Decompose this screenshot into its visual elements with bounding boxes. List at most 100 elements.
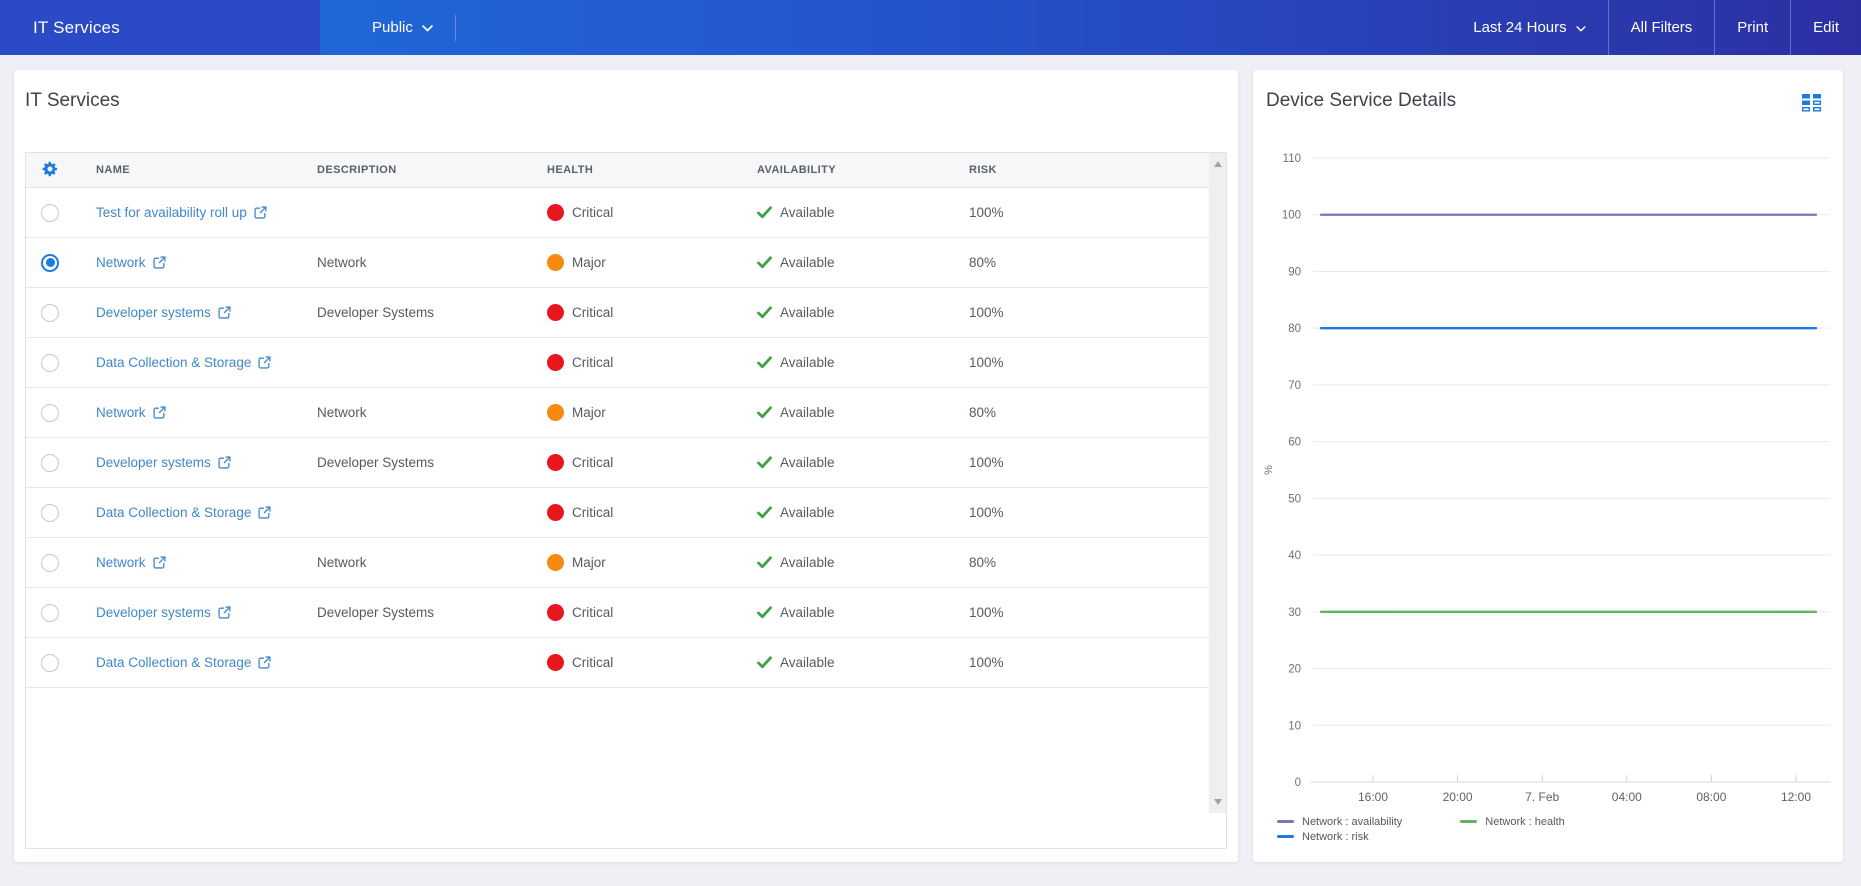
svg-text:20: 20: [1288, 664, 1301, 676]
legend-label: Network : risk: [1302, 831, 1369, 843]
table-row: Data Collection & Storage Critical Avail…: [26, 488, 1226, 538]
all-filters-button[interactable]: All Filters: [1609, 0, 1715, 55]
svg-text:60: 60: [1288, 437, 1301, 449]
service-description: Network: [295, 255, 525, 270]
legend-swatch: [1460, 820, 1477, 823]
legend-item[interactable]: Network : risk: [1277, 829, 1402, 844]
service-name: Data Collection & Storage: [96, 655, 251, 670]
service-description: Developer Systems: [295, 455, 525, 470]
service-name-link[interactable]: Test for availability roll up: [96, 205, 267, 220]
availability-label: Available: [780, 205, 835, 220]
svg-text:%: %: [1263, 465, 1275, 475]
row-select-radio[interactable]: [41, 554, 59, 572]
row-select-radio[interactable]: [41, 504, 59, 522]
row-select-radio[interactable]: [41, 254, 59, 272]
availability-label: Available: [780, 555, 835, 570]
row-select-radio[interactable]: [41, 404, 59, 422]
service-description: Developer Systems: [295, 605, 525, 620]
service-name: Network: [96, 405, 146, 420]
service-name-link[interactable]: Network: [96, 555, 166, 570]
row-select-radio[interactable]: [41, 204, 59, 222]
risk-value: 80%: [947, 255, 1226, 270]
service-name-link[interactable]: Data Collection & Storage: [96, 505, 271, 520]
time-range-label: Last 24 Hours: [1473, 19, 1566, 36]
table-settings-button[interactable]: [26, 161, 74, 180]
service-details-chart: 010203040506070809010011016:0020:007. Fe…: [1253, 70, 1843, 862]
external-link-icon: [258, 506, 271, 519]
column-header-description[interactable]: DESCRIPTION: [295, 164, 525, 176]
health-status-dot: [547, 204, 564, 221]
service-description: Developer Systems: [295, 305, 525, 320]
health-status-label: Critical: [572, 455, 613, 470]
column-header-health[interactable]: HEALTH: [525, 164, 735, 176]
table-row: Developer systems Developer Systems Crit…: [26, 588, 1226, 638]
check-icon: [757, 406, 772, 419]
table-row: Test for availability roll up Critical A…: [26, 188, 1226, 238]
scroll-down-arrow-icon[interactable]: [1214, 799, 1222, 805]
check-icon: [757, 256, 772, 269]
service-name: Network: [96, 255, 146, 270]
device-service-details-panel: Device Service Details 01020304050607080…: [1253, 70, 1843, 862]
risk-value: 100%: [947, 455, 1226, 470]
service-name-link[interactable]: Network: [96, 405, 166, 420]
availability-label: Available: [780, 505, 835, 520]
edit-button[interactable]: Edit: [1791, 0, 1861, 55]
svg-text:90: 90: [1288, 266, 1301, 278]
row-select-radio[interactable]: [41, 354, 59, 372]
check-icon: [757, 456, 772, 469]
service-name: Developer systems: [96, 305, 211, 320]
it-services-table: NAME DESCRIPTION HEALTH AVAILABILITY RIS…: [25, 152, 1227, 849]
service-name: Network: [96, 555, 146, 570]
risk-value: 100%: [947, 505, 1226, 520]
check-icon: [757, 606, 772, 619]
table-scrollbar[interactable]: [1209, 153, 1226, 813]
legend-item[interactable]: Network : health: [1460, 814, 1564, 829]
column-header-risk[interactable]: RISK: [947, 164, 1226, 176]
svg-text:100: 100: [1282, 210, 1301, 222]
legend-item[interactable]: Network : availability: [1277, 814, 1402, 829]
column-header-name[interactable]: NAME: [74, 164, 295, 176]
row-select-radio[interactable]: [41, 454, 59, 472]
external-link-icon: [153, 406, 166, 419]
service-name-link[interactable]: Developer systems: [96, 455, 231, 470]
table-header-row: NAME DESCRIPTION HEALTH AVAILABILITY RIS…: [26, 153, 1226, 188]
app-title-block: IT Services: [0, 0, 320, 55]
svg-text:80: 80: [1288, 323, 1301, 335]
row-select-radio[interactable]: [41, 654, 59, 672]
service-name-link[interactable]: Data Collection & Storage: [96, 655, 271, 670]
all-filters-label: All Filters: [1631, 19, 1693, 36]
print-button[interactable]: Print: [1715, 0, 1790, 55]
time-range-dropdown[interactable]: Last 24 Hours: [1451, 0, 1607, 55]
service-name: Data Collection & Storage: [96, 505, 251, 520]
risk-value: 80%: [947, 555, 1226, 570]
svg-text:50: 50: [1288, 493, 1301, 505]
health-status-dot: [547, 304, 564, 321]
legend-swatch: [1277, 835, 1294, 838]
external-link-icon: [218, 306, 231, 319]
svg-text:04:00: 04:00: [1612, 790, 1642, 804]
service-name-link[interactable]: Developer systems: [96, 605, 231, 620]
row-select-radio[interactable]: [41, 304, 59, 322]
check-icon: [757, 556, 772, 569]
row-select-radio[interactable]: [41, 604, 59, 622]
topbar-spacer: [456, 0, 1451, 55]
table-row: Network Network Major Available 80%: [26, 238, 1226, 288]
service-name: Data Collection & Storage: [96, 355, 251, 370]
risk-value: 100%: [947, 605, 1226, 620]
availability-label: Available: [780, 455, 835, 470]
svg-text:20:00: 20:00: [1443, 790, 1473, 804]
check-icon: [757, 656, 772, 669]
health-status-label: Major: [572, 405, 606, 420]
scroll-up-arrow-icon[interactable]: [1214, 161, 1222, 167]
dashboard-visibility-label: Public: [372, 19, 413, 36]
dashboard-visibility-dropdown[interactable]: Public: [350, 0, 455, 55]
external-link-icon: [218, 606, 231, 619]
service-name-link[interactable]: Data Collection & Storage: [96, 355, 271, 370]
service-name-link[interactable]: Developer systems: [96, 305, 231, 320]
external-link-icon: [258, 656, 271, 669]
check-icon: [757, 506, 772, 519]
service-name-link[interactable]: Network: [96, 255, 166, 270]
svg-text:10: 10: [1288, 720, 1301, 732]
table-row: Network Network Major Available 80%: [26, 388, 1226, 438]
column-header-availability[interactable]: AVAILABILITY: [735, 164, 947, 176]
